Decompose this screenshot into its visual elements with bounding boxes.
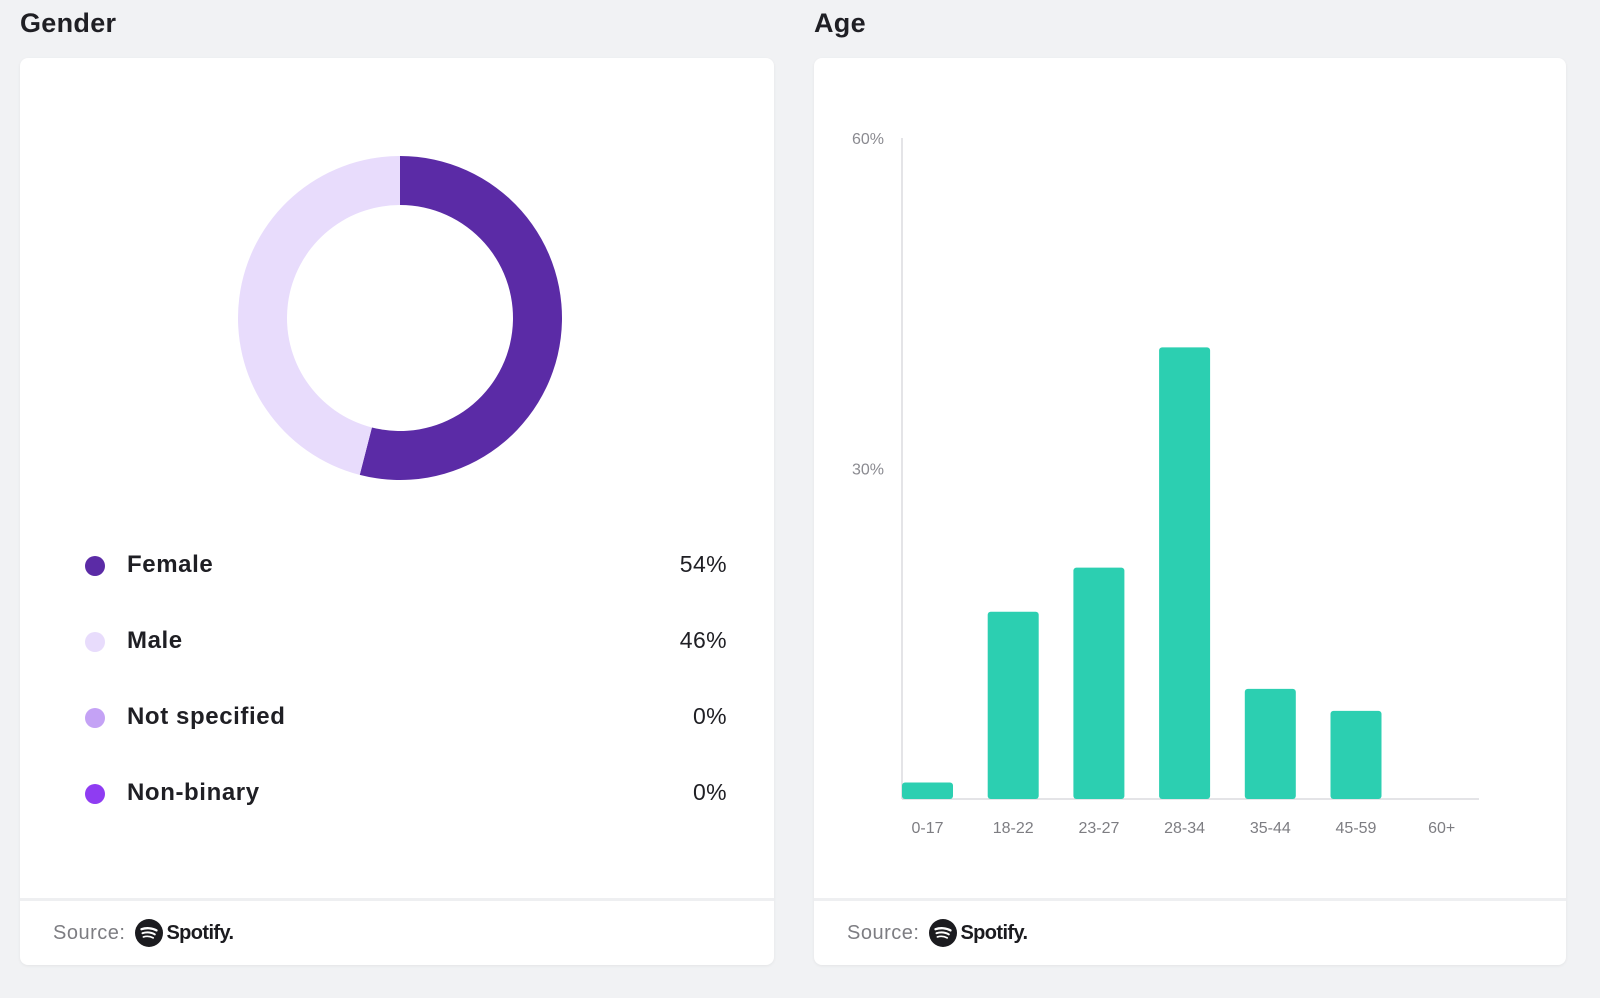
x-tick-label: 28-34 [1164, 820, 1205, 837]
gender-card: Female 54% Male 46% Not specified 0% Non… [20, 58, 774, 965]
non-binary-dot [85, 784, 105, 804]
spotify-logo[interactable]: Spotify. [929, 919, 1028, 947]
spotify-logo[interactable]: Spotify. [135, 919, 234, 947]
bar-35-44 [1244, 688, 1296, 799]
gender-title: Gender [20, 8, 117, 38]
female-dot [85, 556, 105, 576]
donut-slice-male [238, 156, 400, 475]
bar-28-34 [1159, 347, 1211, 799]
bar-0-17 [902, 782, 953, 799]
legend-item-female: Female 54% [85, 536, 727, 612]
legend-item-male: Male 46% [85, 612, 727, 688]
legend-value: 46% [679, 627, 727, 653]
x-tick-label: 60+ [1428, 820, 1455, 837]
gender-donut-chart [238, 156, 562, 480]
y-tick-label: 60% [852, 131, 884, 148]
source-label: Source: [847, 921, 920, 944]
age-card-footer: Source: Spotify. [814, 898, 1566, 965]
gender-legend: Female 54% Male 46% Not specified 0% Non… [85, 536, 727, 840]
bar-45-59 [1330, 710, 1382, 799]
x-tick-label: 45-59 [1336, 820, 1377, 837]
bar-18-22 [987, 611, 1039, 799]
not-specified-dot [85, 708, 105, 728]
legend-value: 0% [692, 703, 727, 729]
legend-value: 54% [679, 551, 727, 577]
spotify-icon [929, 919, 958, 947]
legend-item-not-specified: Not specified 0% [85, 688, 727, 764]
legend-item-non-binary: Non-binary 0% [85, 764, 727, 840]
male-dot [85, 632, 105, 652]
spotify-wordmark: Spotify. [960, 921, 1028, 944]
spotify-wordmark: Spotify. [166, 921, 234, 944]
legend-label: Male [127, 627, 183, 654]
x-tick-label: 18-22 [993, 820, 1034, 837]
age-card: 30% 60% 0-17 18-22 23-27 28-34 35-44 45-59 60+ … [814, 58, 1566, 965]
legend-label: Not specified [127, 703, 286, 730]
legend-label: Non-binary [127, 779, 260, 806]
spotify-icon [135, 919, 164, 947]
legend-label: Female [127, 551, 214, 578]
gender-card-footer: Source: Spotify. [20, 898, 774, 965]
x-tick-label: 23-27 [1078, 820, 1119, 837]
y-tick-label: 30% [852, 462, 884, 479]
age-title: Age [814, 8, 866, 38]
bar-23-27 [1073, 567, 1125, 799]
x-tick-label: 35-44 [1250, 820, 1291, 837]
donut-slice-female [359, 156, 562, 480]
legend-value: 0% [692, 779, 727, 805]
source-label: Source: [53, 921, 126, 944]
x-tick-label: 0-17 [911, 820, 943, 837]
age-bar-chart: 30% 60% 0-17 18-22 23-27 28-34 35-44 45-59 60+ [852, 131, 1479, 837]
